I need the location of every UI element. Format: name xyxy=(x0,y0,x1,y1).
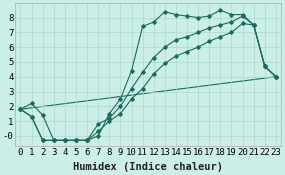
X-axis label: Humidex (Indice chaleur): Humidex (Indice chaleur) xyxy=(73,162,223,172)
